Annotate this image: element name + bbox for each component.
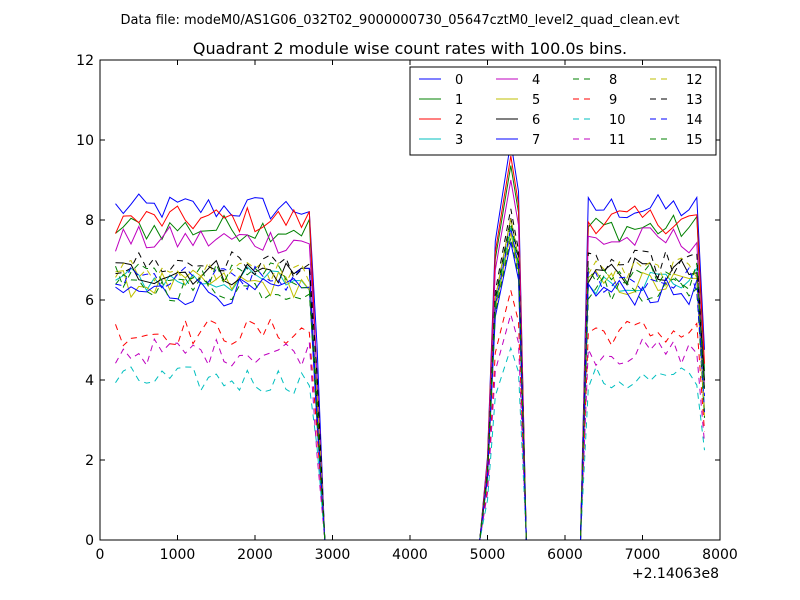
y-tick-label: 2 [85,453,94,469]
x-tick-label: 7000 [625,547,661,563]
plot-area [115,141,705,541]
x-tick-label: 4000 [392,547,428,563]
legend-label-12: 12 [686,73,703,88]
series-line-13 [115,208,705,541]
legend-label-10: 10 [609,113,626,128]
x-tick-label: 1000 [160,547,196,563]
series-line-8 [115,237,705,541]
legend-label-11: 11 [609,133,626,148]
legend-label-3: 3 [455,133,463,148]
legend-label-13: 13 [686,93,703,108]
y-tick-label: 8 [85,213,94,229]
legend-label-1: 1 [455,93,463,108]
legend-box [409,66,717,156]
legend-label-9: 9 [609,93,617,108]
legend-label-15: 15 [686,133,703,148]
x-offset-label: +2.14063e8 [632,566,719,582]
legend-label-2: 2 [455,113,463,128]
series-line-2 [115,155,705,541]
series-line-6 [115,218,705,541]
legend-label-7: 7 [532,133,540,148]
series-line-10 [115,346,705,541]
y-tick-label: 12 [76,53,94,69]
legend-label-0: 0 [455,73,463,88]
legend-label-5: 5 [532,93,540,108]
series-line-1 [115,165,705,541]
y-tick-label: 4 [85,373,94,389]
chart-suptitle: Data file: modeM0/AS1G06_032T02_90000007… [121,13,680,28]
series-line-11 [115,312,705,541]
y-tick-label: 0 [85,533,94,549]
legend-label-6: 6 [532,113,540,128]
y-tick-label: 6 [85,293,94,309]
x-tick-label: 3000 [315,547,351,563]
x-tick-label: 2000 [237,547,273,563]
series-line-9 [115,290,705,541]
x-tick-label: 8000 [702,547,738,563]
chart-title: Quadrant 2 module wise count rates with … [193,39,627,58]
series-line-12 [115,218,705,541]
y-tick-label: 10 [76,133,94,149]
legend-label-8: 8 [609,73,617,88]
series-line-0 [115,141,705,541]
x-tick-label: 5000 [470,547,506,563]
legend-label-14: 14 [686,113,703,128]
axis-ticks: 0 1000 2000 3000 4000 5000 6000 7000 80000246810… [76,53,738,563]
series-line-14 [115,227,705,541]
series-line-5 [115,232,705,541]
legend-label-4: 4 [532,73,540,88]
x-tick-label: 6000 [547,547,583,563]
x-tick-label: 0 [96,547,105,563]
series-line-7 [115,242,705,541]
